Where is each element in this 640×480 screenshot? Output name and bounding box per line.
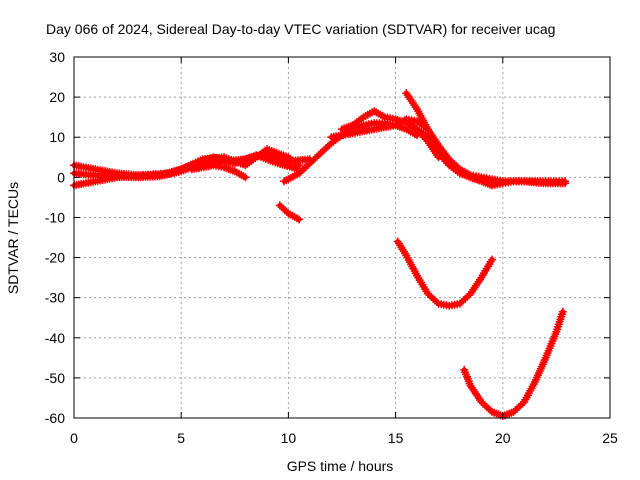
series-arc-10 <box>413 125 569 190</box>
data-point <box>488 255 497 264</box>
y-tick-label: -20 <box>45 250 65 266</box>
y-tick-label: -30 <box>45 290 65 306</box>
data-point <box>561 179 569 188</box>
x-tick-label: 10 <box>281 430 297 446</box>
y-tick-label: -60 <box>45 410 65 426</box>
y-tick-label: 10 <box>49 129 65 145</box>
series-arc-13 <box>460 307 567 420</box>
grid-lines <box>74 57 610 418</box>
y-tick-label: 20 <box>49 89 65 105</box>
axis-ticks: 0 5 10 15 20 25 -60 -50 -40 -30 -20 -10 0 10 20 30 <box>45 49 618 446</box>
plot-frame <box>73 56 611 419</box>
y-tick-label: -10 <box>45 209 65 225</box>
x-tick-label: 20 <box>495 430 511 446</box>
data-point <box>432 298 441 306</box>
x-axis-label: GPS time / hours <box>287 458 394 474</box>
chart-title: Day 066 of 2024, Sidereal Day-to-day VTE… <box>46 21 555 37</box>
x-tick-label: 0 <box>70 430 78 446</box>
y-tick-label: 0 <box>57 169 65 185</box>
y-tick-label: -50 <box>45 370 65 386</box>
series-arc-12 <box>393 237 497 310</box>
data-point <box>241 173 250 182</box>
x-tick-label: 5 <box>177 430 185 446</box>
data-point <box>295 215 304 224</box>
y-tick-label: -40 <box>45 330 65 346</box>
series-arc-4 <box>187 161 250 182</box>
series-arc-11 <box>275 201 304 224</box>
data-points-layer <box>70 89 569 420</box>
data-point <box>558 307 567 316</box>
y-axis-label: SDTVAR / TECUs <box>5 182 21 294</box>
y-tick-label: 30 <box>49 49 65 65</box>
x-tick-label: 25 <box>602 430 618 446</box>
x-tick-label: 15 <box>388 430 404 446</box>
